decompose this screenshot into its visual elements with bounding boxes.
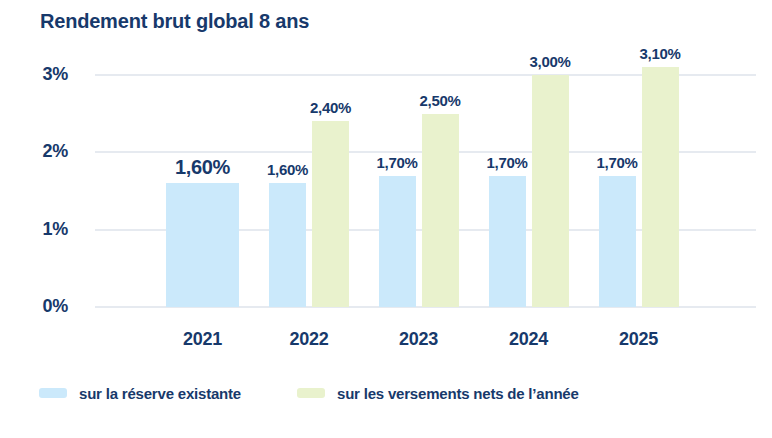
x-tick-label: 2023 [399,329,438,350]
bar-green [642,67,679,307]
y-tick-label: 0% [28,296,68,317]
bar-blue [599,176,636,307]
legend-swatch-blue [39,388,67,398]
bar-value-label: 2,50% [419,92,460,109]
bar-green [422,114,459,307]
x-tick-label: 2022 [290,329,329,350]
bar-blue [379,176,416,307]
x-tick-label: 2021 [183,329,222,350]
y-tick-label: 3% [28,64,68,85]
legend-label: sur la réserve existante [79,385,241,402]
bar-value-label: 1,70% [596,154,637,171]
bar-value-label: 1,70% [486,154,527,171]
bar-green [312,121,349,307]
bar-green [532,75,569,307]
chart-container: Rendement brut global 8 ans 0%1%2%3%1,60… [0,0,772,438]
bar-value-label: 1,60% [267,161,308,178]
bar-value-label: 1,60% [175,156,230,179]
bar-blue [166,183,239,307]
bar-value-label: 3,00% [529,53,570,70]
y-tick-label: 2% [28,141,68,162]
legend-item-reserve: sur la réserve existante [39,385,241,401]
bar-blue [489,176,526,307]
bar-value-label: 1,70% [376,154,417,171]
bar-value-label: 2,40% [310,99,351,116]
bar-blue [269,183,306,307]
plot-area: 0% 1% 2% 3% 1,60% 2021 1,60% 2,40% 2022 1,70% 2,50… [0,0,772,438]
y-tick-label: 1% [28,219,68,240]
x-tick-label: 2025 [619,329,658,350]
bar-value-label: 3,10% [639,45,680,62]
legend-swatch-green [297,388,325,398]
legend-label: sur les versements nets de l’année [337,385,579,402]
legend-item-versements: sur les versements nets de l’année [297,385,579,401]
x-tick-label: 2024 [509,329,548,350]
